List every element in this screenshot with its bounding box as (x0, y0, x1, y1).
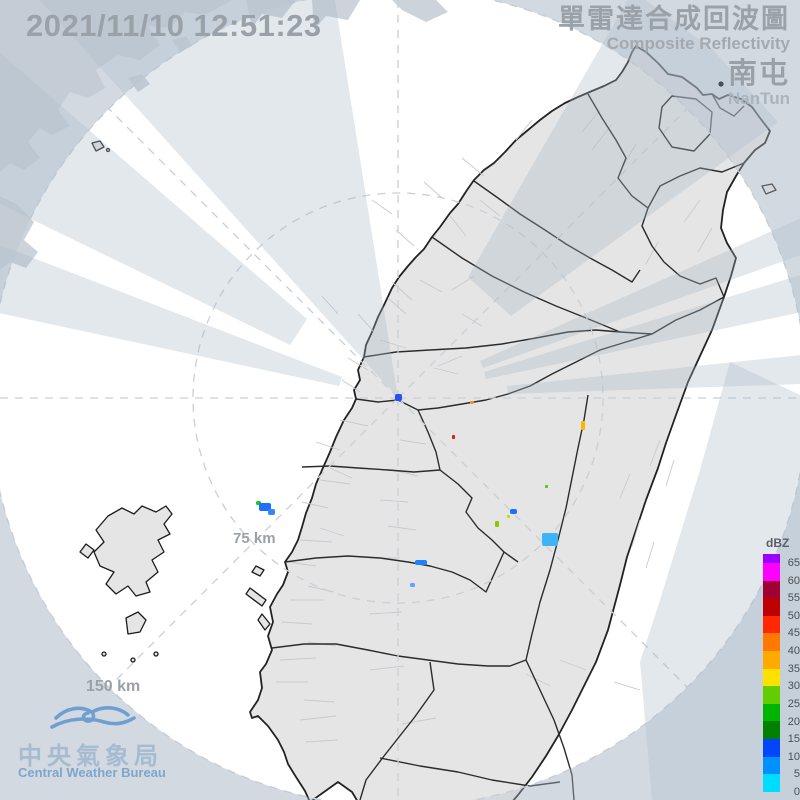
colorbar-band (763, 686, 780, 704)
colorbar-band (763, 580, 780, 599)
radar-echoes (256, 394, 585, 587)
radar-echo (507, 515, 510, 518)
colorbar-band (763, 563, 780, 581)
station-name-zh: 南屯 (727, 58, 790, 90)
colorbar-tick-label: 15 (787, 733, 800, 746)
product-title-en: Composite Reflectivity (606, 34, 790, 53)
offshore-islands (79, 140, 777, 663)
colorbar-tick-label: 5 (793, 768, 800, 781)
colorbar-tick-label: 65 (787, 557, 800, 569)
range-label-75km: 75 km (233, 530, 276, 547)
cwb-wave-icon (50, 705, 136, 729)
ring-75km (192, 192, 604, 604)
radar-echo (259, 503, 271, 511)
title-block: 單雷達合成回波圖 Composite Reflectivity (558, 4, 790, 53)
colorbar-band (763, 739, 780, 757)
cwb-name-en: Central Weather Bureau (18, 765, 166, 780)
radar-echo (410, 583, 415, 587)
colorbar-band (763, 554, 780, 563)
radar-echo (545, 485, 548, 488)
colorbar-tick-label: 45 (787, 627, 800, 640)
cwb-name-zh: 中央氣象局 (18, 743, 163, 770)
colorbar-tick-label: 55 (787, 592, 800, 605)
colorbar-tick-label: 60 (787, 574, 800, 587)
colorbar-gradient (763, 554, 780, 792)
taiwan-island (249, 45, 771, 800)
station-label-dot (718, 81, 724, 87)
colorbar-unit-label: dBZ (766, 536, 790, 550)
colorbar-tick-label: 35 (787, 662, 800, 675)
colorbar-tick-label: 25 (787, 697, 800, 710)
colorbar-tick-label: 30 (787, 680, 800, 693)
radar-echo (581, 421, 585, 430)
station-name-en: NanTun (727, 89, 790, 108)
radar-echo (470, 401, 474, 404)
timestamp: 2021/11/10 12:51:23 (26, 8, 322, 43)
colorbar-band (763, 668, 780, 687)
colorbar-tick-label: 20 (787, 715, 800, 728)
china-coast-landmass (0, 0, 448, 270)
colorbar-band (763, 703, 780, 722)
radar-echo (268, 509, 275, 515)
radar-echo (542, 533, 558, 546)
colorbar-tick-label: 50 (787, 609, 800, 622)
range-label-150km: 150 km (86, 678, 141, 695)
colorbar-band (763, 721, 780, 740)
radar-echo (395, 394, 402, 401)
radar-echo (510, 509, 517, 514)
colorbar-band (763, 615, 780, 634)
colorbar-band (763, 774, 780, 792)
product-title-zh: 單雷達合成回波圖 (558, 4, 790, 34)
township-boundaries (276, 109, 713, 743)
radar-echo (452, 435, 455, 439)
station-block: 南屯 NanTun (728, 58, 790, 108)
colorbar-tick-label: 10 (787, 750, 800, 763)
colorbar-band (763, 651, 780, 669)
colorbar-band (763, 756, 780, 775)
colorbar-band (763, 598, 780, 616)
colorbar-tick-label: 0 (793, 786, 800, 798)
colorbar-tick-label: 40 (787, 645, 800, 658)
colorbar-band (763, 633, 780, 652)
radar-echo (495, 521, 499, 527)
radar-echo (415, 560, 427, 565)
